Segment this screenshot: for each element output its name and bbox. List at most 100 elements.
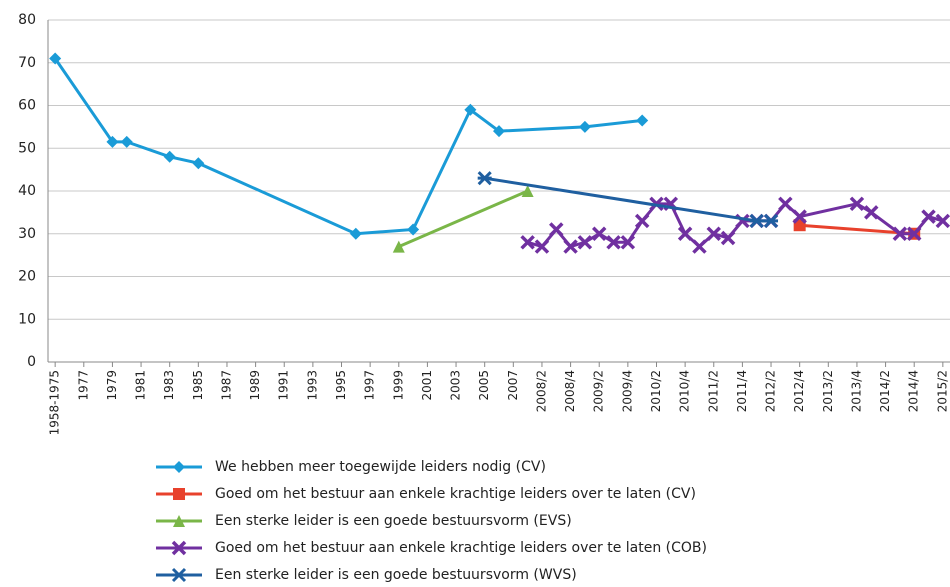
marker [763, 213, 779, 228]
x-tick-label: 2005 [477, 370, 491, 401]
x-tick-label: 2013/4 [849, 370, 863, 412]
x-tick-label: 2012/2 [764, 370, 778, 412]
x-tick-label: 1979 [105, 370, 119, 401]
marker [864, 205, 879, 220]
x-tick-label: 2009/4 [620, 370, 634, 412]
marker [849, 196, 865, 212]
y-tick-label: 10 [18, 311, 36, 327]
series-line [484, 176, 772, 223]
marker [620, 235, 636, 250]
x-tick-label: 1958-1975 [48, 370, 62, 435]
marker [171, 540, 187, 556]
x-tick-label: 2008/2 [534, 370, 548, 412]
x-tick-label: 2012/4 [792, 370, 806, 412]
marker [749, 213, 764, 228]
y-tick-label: 80 [18, 12, 36, 28]
x-tick-label: 1995 [334, 370, 348, 401]
marker [793, 219, 806, 232]
marker [921, 209, 936, 224]
y-tick-label: 0 [27, 354, 36, 370]
marker [407, 223, 420, 236]
x-tick-label: 1991 [277, 370, 291, 401]
x-tick-label: 1989 [248, 370, 262, 401]
marker [892, 226, 908, 241]
marker [392, 240, 405, 253]
marker [163, 150, 176, 163]
x-tick-label: 1981 [134, 370, 148, 401]
marker [464, 103, 477, 116]
y-tick-label: 70 [18, 55, 36, 71]
marker [591, 226, 607, 241]
x-tick-label: 2011/4 [735, 370, 749, 412]
marker [677, 226, 693, 241]
legend-item: Een sterke leider is een goede bestuursv… [156, 567, 577, 583]
x-tick-label: 2014/2 [878, 370, 892, 412]
marker [549, 222, 564, 237]
x-tick-label: 2003 [449, 370, 463, 401]
marker [906, 226, 922, 241]
y-tick-label: 30 [18, 226, 36, 242]
marker [692, 239, 707, 254]
x-tick-label: 2013/2 [821, 370, 835, 412]
marker [192, 157, 205, 170]
x-tick-label: 1985 [191, 370, 205, 401]
series-line [53, 57, 643, 236]
legend-label: We hebben meer toegewijde leiders nodig … [215, 459, 546, 475]
x-tick-label: 2007 [506, 370, 520, 401]
marker [706, 226, 721, 241]
legend-item: Goed om het bestuur aan enkele krachtige… [156, 540, 707, 556]
marker [106, 135, 119, 148]
marker [636, 114, 649, 127]
y-tick-label: 20 [18, 269, 36, 285]
x-tick-label: 2015/2 [935, 370, 949, 412]
legend-item: We hebben meer toegewijde leiders nodig … [156, 459, 546, 475]
marker [634, 213, 650, 229]
x-tick-label: 1997 [363, 370, 377, 401]
marker [520, 235, 535, 250]
x-tick-label: 2014/4 [907, 370, 921, 412]
legend-item: Goed om het bestuur aan enkele krachtige… [156, 486, 696, 502]
x-tick-label: 1987 [219, 370, 233, 401]
legend-label: Een sterke leider is een goede bestuursv… [215, 513, 572, 529]
marker [935, 213, 950, 229]
marker [171, 567, 187, 583]
legend-label: Een sterke leider is een goede bestuursv… [215, 567, 577, 583]
marker [477, 171, 492, 186]
marker [173, 515, 185, 527]
series-line [799, 223, 915, 236]
marker [606, 235, 621, 250]
y-tick-label: 40 [18, 183, 36, 199]
marker [49, 52, 62, 65]
x-tick-label: 2001 [420, 370, 434, 401]
x-tick-label: 1983 [162, 370, 176, 401]
legend-label: Goed om het bestuur aan enkele krachtige… [215, 486, 696, 502]
x-tick-label: 1977 [76, 370, 90, 401]
marker [563, 239, 578, 254]
x-tick-label: 1993 [305, 370, 319, 401]
series-line [398, 189, 529, 248]
marker [493, 125, 505, 138]
marker [578, 120, 591, 133]
marker [577, 235, 593, 250]
y-tick-label: 50 [18, 140, 36, 156]
legend-label: Goed om het bestuur aan enkele krachtige… [215, 540, 707, 556]
marker [173, 461, 185, 473]
series-line [527, 201, 944, 249]
marker [120, 135, 133, 148]
legend-item: Een sterke leider is een goede bestuursv… [156, 513, 572, 529]
marker [349, 227, 362, 240]
marker [534, 239, 550, 254]
x-tick-label: 2010/2 [649, 370, 663, 412]
x-tick-label: 2008/4 [563, 370, 577, 412]
x-tick-label: 2011/2 [706, 370, 720, 412]
marker [521, 185, 534, 197]
x-tick-label: 2010/4 [678, 370, 692, 412]
marker [173, 488, 185, 500]
x-tick-label: 1999 [391, 370, 405, 401]
x-tick-label: 2009/2 [592, 370, 606, 412]
y-tick-label: 60 [18, 98, 36, 114]
marker [792, 209, 807, 224]
marker [778, 196, 793, 212]
marker [720, 230, 736, 246]
